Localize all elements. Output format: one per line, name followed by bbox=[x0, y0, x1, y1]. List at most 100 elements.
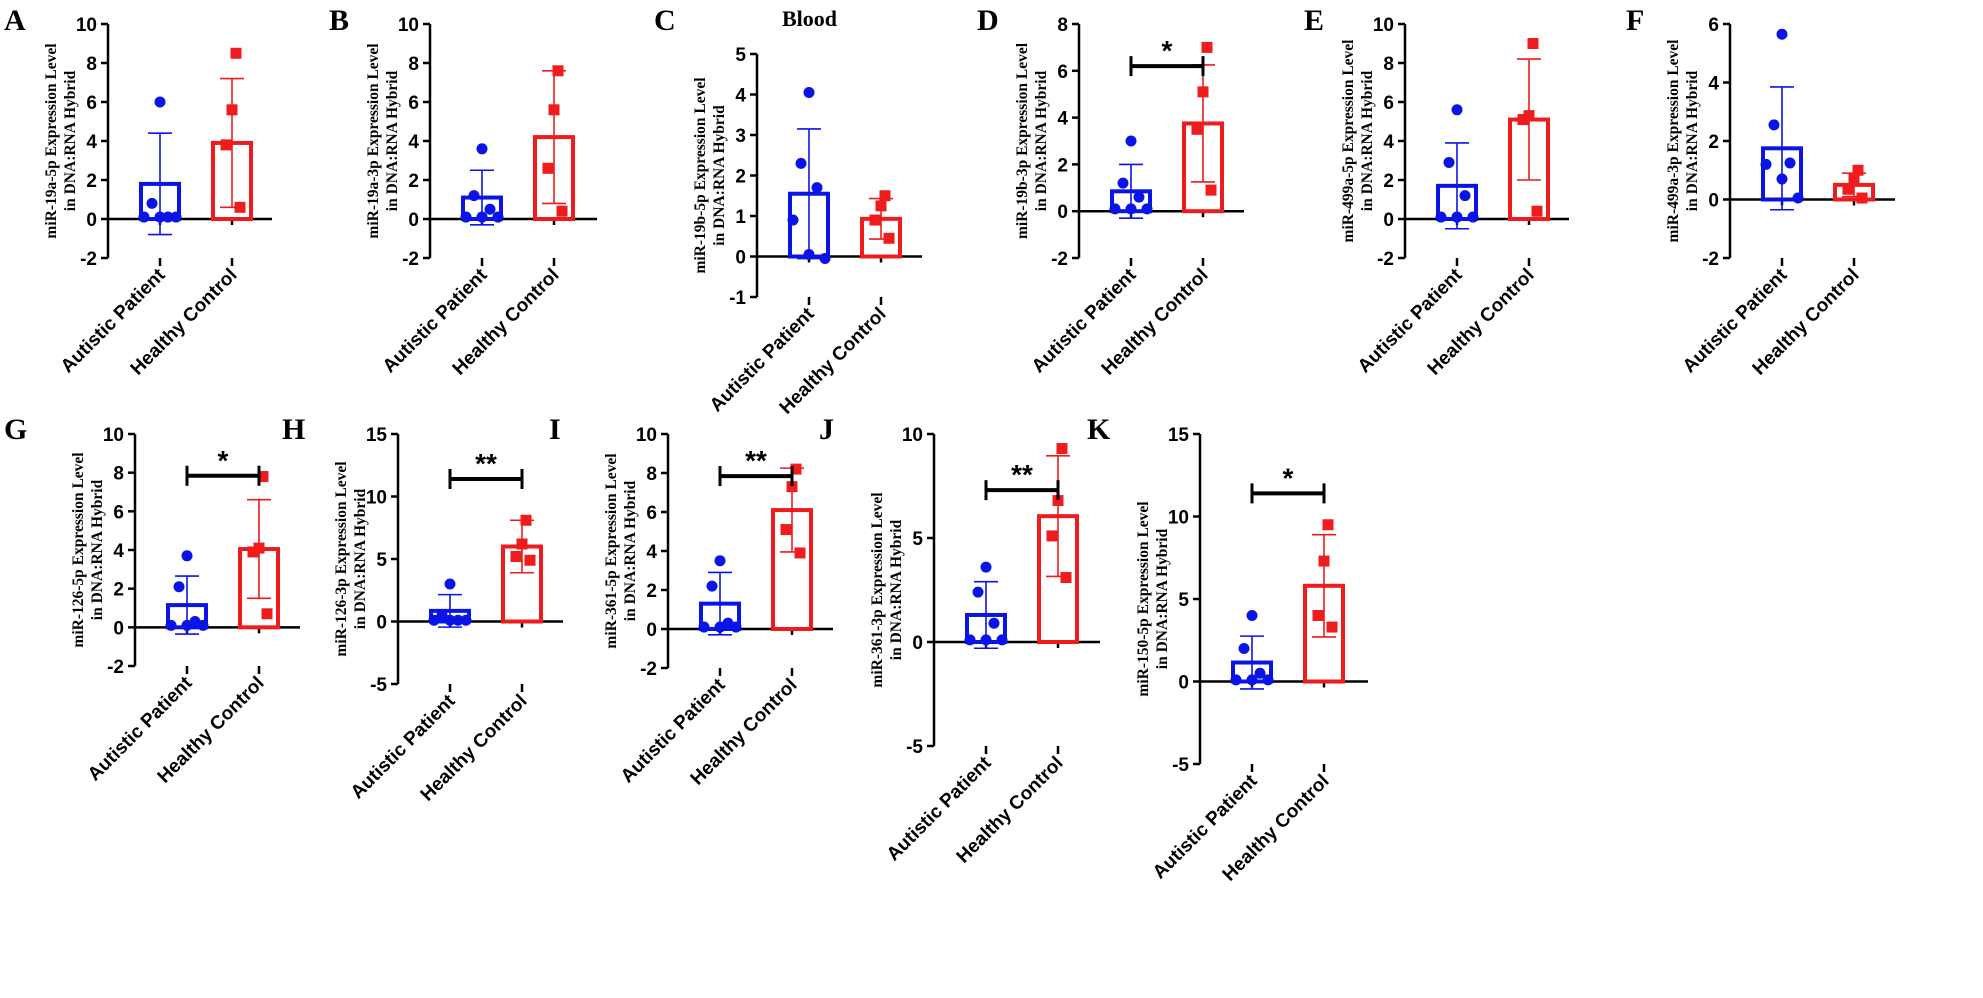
y-axis-label-line: in DNA:RNA Hybrid bbox=[1154, 528, 1171, 669]
data-point bbox=[261, 608, 273, 620]
y-tick-label: 6 bbox=[1708, 15, 1719, 36]
y-axis-label-line: miR-361-3p Expression Level bbox=[869, 492, 886, 688]
y-tick-label: 8 bbox=[1057, 15, 1068, 36]
data-point bbox=[468, 190, 480, 202]
data-point bbox=[524, 554, 536, 566]
data-point bbox=[1052, 495, 1064, 507]
data-point bbox=[1451, 211, 1463, 223]
y-tick-label: -2 bbox=[402, 249, 419, 270]
y-tick-label: 6 bbox=[113, 502, 124, 523]
data-point bbox=[542, 162, 554, 174]
y-tick-label: -5 bbox=[1172, 755, 1189, 776]
data-point bbox=[181, 619, 193, 631]
y-tick-label: 15 bbox=[1168, 425, 1190, 446]
data-point bbox=[510, 551, 522, 562]
y-axis-label-line: in DNA:RNA Hybrid bbox=[888, 519, 905, 660]
data-point bbox=[875, 200, 887, 212]
data-point bbox=[1238, 643, 1250, 654]
panel-title: Blood bbox=[782, 6, 837, 31]
y-tick-label: 10 bbox=[1373, 15, 1394, 36]
y-tick-label: 6 bbox=[86, 93, 97, 114]
y-axis-label: miR-126-5p Expression Level in DNA:RNA Hy… bbox=[70, 452, 106, 648]
y-tick-label: 0 bbox=[376, 613, 387, 634]
y-tick-label: -2 bbox=[107, 657, 124, 678]
y-axis-label-line: miR-126-3p Expression Level bbox=[333, 461, 350, 657]
y-tick-label: 0 bbox=[1178, 673, 1189, 694]
data-point bbox=[257, 471, 269, 483]
y-tick-label: -2 bbox=[1377, 249, 1394, 270]
data-point bbox=[476, 143, 488, 155]
data-point bbox=[980, 561, 992, 573]
data-point bbox=[1046, 530, 1058, 542]
data-point bbox=[162, 211, 174, 223]
y-tick-label: 10 bbox=[103, 425, 124, 446]
data-point bbox=[996, 634, 1008, 646]
data-point bbox=[154, 96, 166, 108]
data-point bbox=[1527, 38, 1539, 49]
y-tick-label: 4 bbox=[646, 542, 657, 563]
panel-label: B bbox=[329, 4, 349, 37]
y-tick-label: 2 bbox=[86, 171, 97, 192]
data-point bbox=[492, 211, 504, 223]
y-tick-label: -2 bbox=[80, 249, 97, 270]
data-point bbox=[883, 232, 895, 244]
data-point bbox=[786, 481, 798, 493]
y-tick-label: 8 bbox=[113, 464, 124, 485]
y-tick-label: 2 bbox=[1383, 171, 1394, 192]
panel-label: D bbox=[977, 4, 999, 37]
data-point bbox=[1246, 610, 1258, 621]
y-tick-label: 10 bbox=[636, 425, 657, 446]
y-tick-label: 0 bbox=[1383, 210, 1394, 231]
data-point bbox=[146, 197, 158, 209]
data-point bbox=[964, 634, 976, 646]
data-point bbox=[698, 621, 710, 633]
y-tick-label: 4 bbox=[735, 86, 746, 107]
data-point bbox=[516, 538, 528, 550]
data-point bbox=[803, 248, 815, 260]
data-point bbox=[787, 214, 799, 226]
panel-c: C Blood miR-19b-5p Expression Level in DNA:… bbox=[654, 4, 922, 419]
data-point bbox=[1197, 86, 1209, 98]
y-tick-label: 6 bbox=[1383, 93, 1394, 114]
data-point bbox=[460, 211, 472, 223]
y-tick-label: 5 bbox=[912, 529, 923, 550]
y-axis-label-line: in DNA:RNA Hybrid bbox=[89, 479, 106, 620]
y-tick-label: 0 bbox=[912, 633, 923, 654]
panel-label: J bbox=[819, 413, 834, 446]
data-point bbox=[1125, 203, 1137, 215]
data-point bbox=[1201, 41, 1213, 53]
y-axis-label-line: miR-150-5p Expression Level bbox=[1135, 501, 1152, 697]
data-point bbox=[1531, 205, 1543, 217]
data-point bbox=[1246, 674, 1258, 686]
data-point bbox=[1191, 123, 1203, 135]
data-point bbox=[1443, 156, 1455, 168]
data-point bbox=[552, 65, 564, 77]
y-tick-label: 2 bbox=[646, 581, 657, 602]
significance-stars: ** bbox=[745, 445, 767, 476]
y-tick-label: 2 bbox=[113, 580, 124, 601]
data-point bbox=[460, 614, 472, 626]
y-axis-label: miR-499a-3p Expression Level in DNA:RNA H… bbox=[1665, 39, 1701, 243]
data-point bbox=[247, 546, 259, 558]
y-tick-label: 5 bbox=[376, 550, 387, 571]
data-point bbox=[1109, 203, 1121, 215]
data-point bbox=[790, 463, 802, 475]
data-point bbox=[1459, 190, 1471, 202]
y-tick-label: -5 bbox=[906, 737, 923, 758]
data-point bbox=[1322, 519, 1334, 531]
y-tick-label: 5 bbox=[1178, 590, 1189, 611]
y-tick-label: 8 bbox=[86, 54, 97, 75]
data-point bbox=[1312, 610, 1324, 621]
data-point bbox=[1230, 674, 1242, 686]
y-tick-label: 0 bbox=[735, 248, 746, 269]
data-point bbox=[1326, 621, 1338, 633]
data-point bbox=[170, 211, 182, 223]
y-axis-label-line: miR-19a-3p Expression Level bbox=[365, 43, 382, 239]
y-tick-label: 4 bbox=[86, 132, 97, 153]
y-tick-label: 10 bbox=[366, 488, 387, 509]
data-point bbox=[253, 542, 265, 554]
